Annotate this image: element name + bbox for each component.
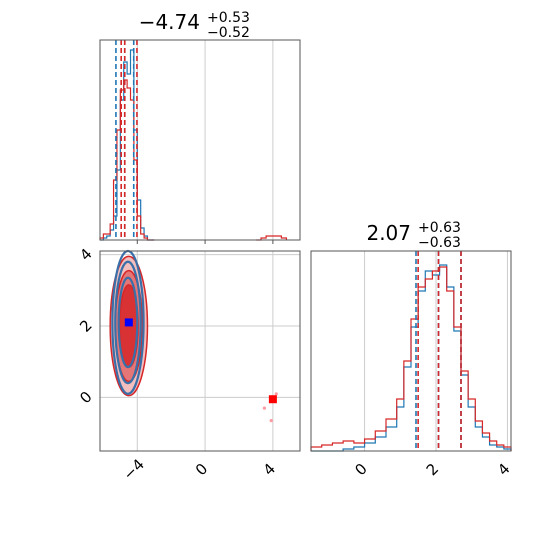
contour-blue-level-0 <box>117 276 139 369</box>
contour-blue-level-1 <box>114 260 142 385</box>
x-tick-label-panel2-1: 2 <box>423 460 442 479</box>
title-param1-value: −4.74 <box>139 10 200 34</box>
grid-param2 <box>364 251 508 451</box>
title-param1: −4.74 +0.53 −0.52 <box>139 10 250 41</box>
title-param1-lower: −0.52 <box>207 25 250 41</box>
title-param2: 2.07 +0.63 −0.63 <box>366 220 460 251</box>
frame-joint <box>99 250 301 452</box>
contour-marks-joint <box>109 249 278 423</box>
y-tick-label-1: 2 <box>76 316 95 335</box>
outlier-point-1 <box>274 392 278 396</box>
outlier-point-0 <box>269 419 273 423</box>
y-tick-label-2: 4 <box>76 245 95 264</box>
grid-param1 <box>136 40 274 240</box>
title-param1-upper: +0.53 <box>207 10 250 26</box>
marker-red <box>268 395 277 404</box>
x-tick-label-panel2-0: 0 <box>351 460 370 479</box>
histogram-step-red-tail <box>255 235 288 241</box>
x-tick-label-panel1-2: 4 <box>260 460 279 479</box>
panel-histogram-param1 <box>99 39 301 241</box>
frame-param1 <box>99 39 301 241</box>
panel-contour-joint <box>99 249 301 452</box>
frame-param2 <box>310 250 512 452</box>
histogram-marks-param2 <box>310 251 512 452</box>
title-param2-value: 2.07 <box>366 221 411 245</box>
histogram-marks-param1 <box>99 40 288 241</box>
y-tick-label-0: 0 <box>76 388 95 407</box>
panel-histogram-param2 <box>310 250 512 452</box>
x-tick-label-panel2-2: 4 <box>494 460 513 479</box>
title-param2-upper: +0.63 <box>418 220 461 236</box>
title-param2-lower: −0.63 <box>418 235 461 251</box>
x-tick-label-panel1-0: −4 <box>120 455 148 483</box>
marker-blue <box>124 318 133 327</box>
outlier-point-2 <box>262 406 267 410</box>
histogram-step-red <box>99 79 155 241</box>
histogram-step-red <box>310 266 512 451</box>
histogram-step-blue <box>100 49 155 241</box>
x-tick-label-panel1-1: 0 <box>192 460 211 479</box>
